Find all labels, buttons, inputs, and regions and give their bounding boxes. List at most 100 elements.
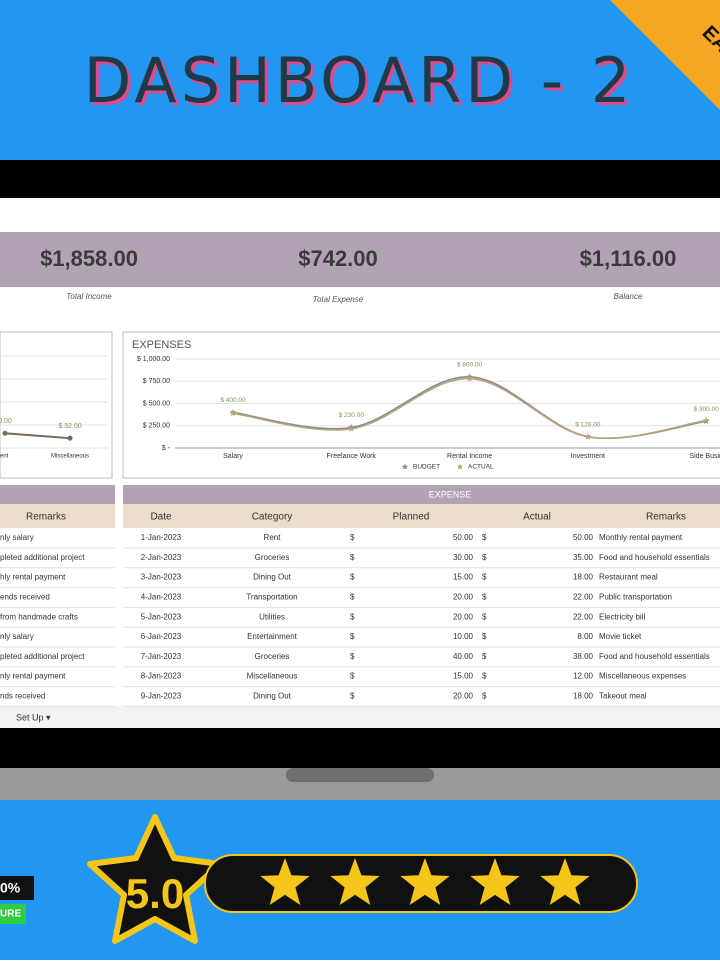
chart-title: EXPENSES xyxy=(132,339,191,351)
cell: $ xyxy=(350,692,355,701)
cell: $ xyxy=(350,553,355,562)
cell: $ xyxy=(350,593,355,602)
left-table-title xyxy=(0,485,115,504)
point xyxy=(67,435,73,441)
corner-ribbon xyxy=(610,0,720,110)
cell: $ xyxy=(350,612,355,621)
y-tick-label: $ 1,000.00 xyxy=(137,356,170,363)
legend-marker xyxy=(401,463,409,470)
summary-band xyxy=(0,232,720,287)
sheet-tab[interactable]: Set Up ▾ xyxy=(16,712,51,722)
x-tick-label: Freelance Work xyxy=(327,453,377,460)
badge-bottom: URE xyxy=(0,909,21,920)
cell: Electricity bill xyxy=(599,612,645,621)
cell: 40.00 xyxy=(453,652,474,661)
data-label: 0.00 xyxy=(0,418,12,425)
cell: $ xyxy=(482,672,487,681)
cell: 7-Jan-2023 xyxy=(141,652,182,661)
cell: 50.00 xyxy=(453,533,474,542)
star xyxy=(330,858,380,905)
data-label: $ 400.00 xyxy=(220,397,246,404)
cell: 15.00 xyxy=(453,672,474,681)
x-label: Miscellaneous xyxy=(51,454,89,460)
cell: from handmade crafts xyxy=(0,612,78,621)
cell: Food and household essentials xyxy=(599,652,710,661)
expense-table-title xyxy=(123,485,720,504)
column-header: Planned xyxy=(393,512,430,523)
x-tick-label: Salary xyxy=(223,453,243,460)
point xyxy=(229,409,237,417)
cell: $ xyxy=(482,632,487,641)
star xyxy=(540,858,590,905)
cell: 12.00 xyxy=(573,672,594,681)
x-tick-label: Investment xyxy=(571,453,605,460)
cell: $ xyxy=(350,632,355,641)
cell: 8.00 xyxy=(577,632,593,641)
point xyxy=(348,425,355,432)
cell: $ xyxy=(482,692,487,701)
summary-value: $1,858.00 xyxy=(40,246,138,271)
cell: $ xyxy=(350,533,355,542)
tab-bar xyxy=(0,706,720,728)
title: DASHBOARD - 2 xyxy=(84,44,635,117)
cell: 6-Jan-2023 xyxy=(141,632,182,641)
cell: Miscellaneous expenses xyxy=(599,672,686,681)
cell: Food and household essentials xyxy=(599,553,710,562)
cell: 18.00 xyxy=(573,573,594,582)
y-tick-label: $ 750.00 xyxy=(143,378,170,385)
cell: 1-Jan-2023 xyxy=(141,533,182,542)
star xyxy=(400,858,450,905)
expense-table-head xyxy=(123,504,720,528)
data-label: $ 300.00 xyxy=(694,406,720,413)
cell: 2-Jan-2023 xyxy=(141,553,182,562)
point xyxy=(2,430,8,436)
laptop-notch xyxy=(286,768,434,782)
legend-label: BUDGET xyxy=(413,464,440,471)
cell: 20.00 xyxy=(453,612,474,621)
summary-value: $742.00 xyxy=(298,246,378,271)
summary-label: Total Income xyxy=(66,292,112,301)
cell: Monthly rental payment xyxy=(599,533,683,542)
point xyxy=(466,375,473,382)
expense-chart-box xyxy=(122,331,720,479)
cell: 9-Jan-2023 xyxy=(141,692,182,701)
cell: Movie ticket xyxy=(599,632,642,641)
cell: Entertainment xyxy=(247,632,298,641)
cell: Rent xyxy=(264,533,282,542)
cell: Dining Out xyxy=(253,573,292,582)
cell: $ xyxy=(482,652,487,661)
cell: $ xyxy=(482,553,487,562)
cell: 4-Jan-2023 xyxy=(141,593,182,602)
cell: Dining Out xyxy=(253,692,292,701)
cell: 3-Jan-2023 xyxy=(141,573,182,582)
cell: 38.00 xyxy=(573,652,594,661)
cell: $ xyxy=(350,652,355,661)
left-table-head xyxy=(0,504,115,528)
y-tick-label: $ - xyxy=(162,445,171,452)
cell: $ xyxy=(350,573,355,582)
cell: 22.00 xyxy=(573,612,594,621)
cell: nly salary xyxy=(0,533,34,542)
cell: ends received xyxy=(0,593,50,602)
cell: hly rental payment xyxy=(0,573,66,582)
rating-star xyxy=(87,814,223,944)
legend-marker xyxy=(456,463,464,470)
rating-score: 5.0 xyxy=(126,870,184,917)
cell: Utilities xyxy=(259,612,285,621)
cell: 8-Jan-2023 xyxy=(141,672,182,681)
cell: 35.00 xyxy=(573,553,594,562)
cell: Public transportation xyxy=(599,593,672,602)
bezel xyxy=(0,160,720,198)
data-label: $ 32.00 xyxy=(58,423,81,430)
stars xyxy=(260,858,590,905)
cell: 5-Jan-2023 xyxy=(141,612,182,621)
badge xyxy=(0,876,34,900)
cell: nds received xyxy=(0,692,45,701)
legend-label: ACTUAL xyxy=(468,464,494,471)
cell: 22.00 xyxy=(573,593,594,602)
line xyxy=(4,432,71,440)
table-title: EXPENSE xyxy=(429,489,472,499)
bezel-bottom xyxy=(0,728,720,768)
cell: 50.00 xyxy=(573,533,594,542)
